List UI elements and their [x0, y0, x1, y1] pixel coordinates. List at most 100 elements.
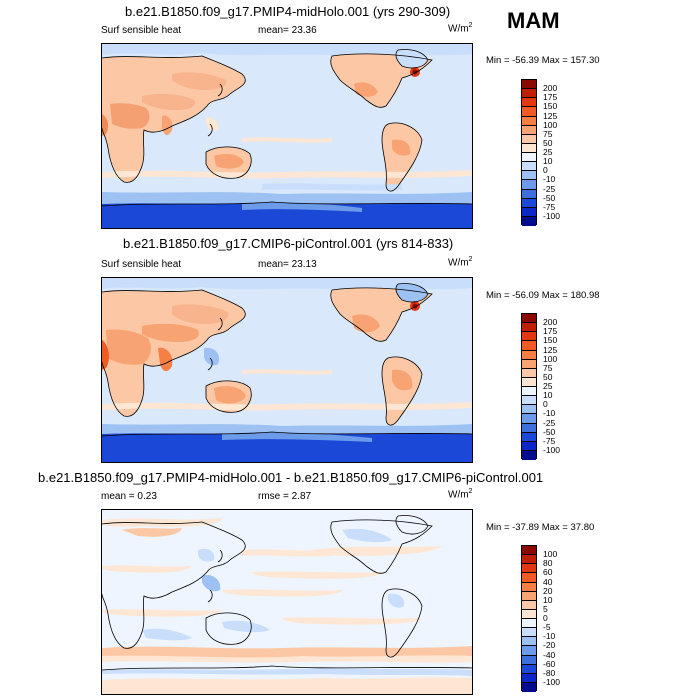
colorbar-cell: [522, 405, 536, 415]
panel-2-variable-label: Surf sensible heat: [101, 259, 182, 270]
colorbar-level-label: 50: [543, 371, 553, 382]
colorbar-level-label: 40: [543, 576, 553, 587]
season-label: MAM: [507, 8, 560, 33]
colorbar-cell: [522, 216, 536, 226]
colorbar-level-label: -80: [543, 667, 556, 678]
colorbar-level-label: -40: [543, 649, 556, 660]
panel-2-units: W/m2: [448, 256, 473, 269]
colorbar-level-label: -75: [543, 201, 556, 212]
panel-1-variable-label: Surf sensible heat: [101, 25, 182, 36]
colorbar-cell: [522, 171, 536, 181]
colorbar-cell: [522, 350, 536, 360]
colorbar-level-label: -5: [543, 622, 551, 633]
colorbar-level-label: 175: [543, 92, 558, 103]
colorbar-cell: [522, 98, 536, 108]
colorbar-cell: [522, 198, 536, 208]
panel-3-title: b.e21.B1850.f09_g17.PMIP4-midHolo.001 - …: [38, 470, 544, 485]
colorbar-cell: [522, 582, 536, 592]
colorbar-level-label: 125: [543, 110, 558, 121]
colorbar-cell: [522, 314, 536, 324]
colorbar-level-label: 125: [543, 344, 558, 355]
colorbar-cell: [522, 637, 536, 647]
colorbar-cell: [522, 396, 536, 406]
panel-3-map: [101, 509, 473, 695]
colorbar-cell: [522, 591, 536, 601]
colorbar-cell: [522, 432, 536, 442]
colorbar-level-label: -100: [543, 676, 561, 687]
colorbar-cell: [522, 359, 536, 369]
colorbar-level-label: 100: [543, 119, 558, 130]
colorbar-cell: [522, 189, 536, 199]
panel-3-rmse: rmse = 2.87: [258, 491, 312, 502]
colorbar-level-label: -10: [543, 408, 556, 419]
panel-2-min-max: Min = -56.09 Max = 180.98: [486, 290, 600, 301]
panel-2-map: [101, 277, 473, 463]
panel-3-min-max: Min = -37.89 Max = 37.80: [486, 522, 595, 533]
colorbar-cell: [522, 609, 536, 619]
colorbar-cell: [522, 682, 536, 692]
colorbar-level-label: -60: [543, 658, 556, 669]
panel-1-colorbar: [521, 79, 537, 226]
colorbar-level-label: -50: [543, 192, 556, 203]
panel-3-mean: mean = 0.23: [101, 491, 157, 502]
colorbar-level-label: -25: [543, 183, 556, 194]
colorbar-cell: [522, 600, 536, 610]
colorbar-level-label: 25: [543, 381, 553, 391]
panel-1-title: b.e21.B1850.f09_g17.PMIP4-midHolo.001 (y…: [125, 4, 451, 19]
colorbar-level-label: -50: [543, 426, 556, 437]
colorbar-cell: [522, 323, 536, 333]
colorbar-cell: [522, 162, 536, 172]
panel-2-mean: mean= 23.13: [258, 259, 317, 270]
colorbar-level-label: 100: [543, 549, 558, 560]
colorbar-level-label: 175: [543, 326, 558, 337]
colorbar-level-label: 10: [543, 594, 553, 605]
colorbar-level-label: -75: [543, 435, 556, 446]
colorbar-cell: [522, 664, 536, 674]
colorbar-level-label: -10: [543, 631, 556, 642]
colorbar-level-label: 50: [543, 137, 553, 148]
colorbar-level-label: -20: [543, 640, 556, 651]
colorbar-level-label: 80: [543, 558, 553, 569]
colorbar-cell: [522, 207, 536, 217]
colorbar-cell: [522, 673, 536, 683]
colorbar-level-label: 200: [543, 317, 558, 328]
panel-2-colorbar: [521, 313, 537, 460]
colorbar-level-label: 200: [543, 83, 558, 94]
colorbar-level-label: -10: [543, 174, 556, 185]
colorbar-cell: [522, 655, 536, 665]
colorbar-cell: [522, 80, 536, 90]
colorbar-level-label: 75: [543, 362, 553, 373]
colorbar-level-label: -100: [543, 444, 561, 455]
colorbar-level-label: 100: [543, 353, 558, 364]
colorbar-level-label: -25: [543, 417, 556, 428]
colorbar-cell: [522, 450, 536, 460]
panel-3-units: W/m2: [448, 488, 473, 501]
colorbar-cell: [522, 619, 536, 629]
panel-2-title: b.e21.B1850.f09_g17.CMIP6-piControl.001 …: [123, 236, 454, 251]
colorbar-cell: [522, 116, 536, 126]
colorbar-cell: [522, 573, 536, 583]
colorbar-level-label: 150: [543, 101, 558, 112]
colorbar-cell: [522, 564, 536, 574]
colorbar-cell: [522, 555, 536, 565]
colorbar-level-label: 0: [543, 399, 548, 410]
colorbar-level-label: 60: [543, 567, 553, 578]
colorbar-cell: [522, 143, 536, 153]
colorbar-level-label: -100: [543, 210, 561, 221]
colorbar-level-label: 25: [543, 147, 553, 157]
colorbar-cell: [522, 368, 536, 378]
colorbar-cell: [522, 134, 536, 144]
colorbar-cell: [522, 414, 536, 424]
colorbar-level-label: 150: [543, 335, 558, 346]
colorbar-cell: [522, 180, 536, 190]
colorbar-cell: [522, 441, 536, 451]
colorbar-level-label: 10: [543, 156, 553, 167]
colorbar-level-label: 20: [543, 585, 553, 596]
colorbar-level-label: 75: [543, 128, 553, 139]
colorbar-cell: [522, 341, 536, 351]
colorbar-level-label: 0: [543, 613, 548, 623]
panel-1-min-max: Min = -56.39 Max = 157.30: [486, 55, 600, 66]
colorbar-cell: [522, 387, 536, 397]
colorbar-level-label: 10: [543, 390, 553, 401]
colorbar-cell: [522, 546, 536, 556]
